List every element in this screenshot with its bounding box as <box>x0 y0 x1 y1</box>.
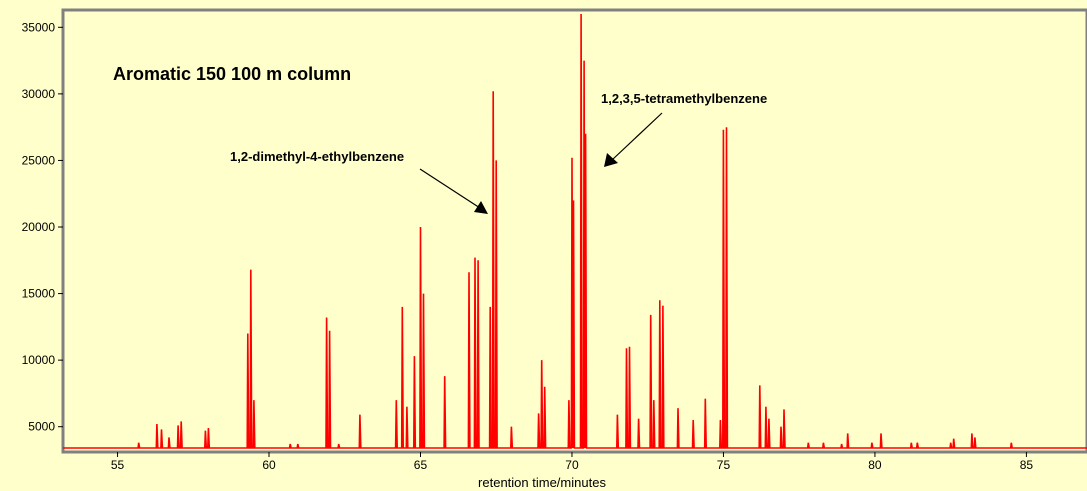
chart-title: Aromatic 150 100 m column <box>113 64 351 84</box>
plot-frame <box>61 8 1087 454</box>
x-tick-label: 70 <box>565 458 579 472</box>
x-tick-label: 80 <box>868 458 882 472</box>
chromatogram-trace-group <box>63 13 1087 449</box>
annotation-label-dimethylethylbenzene: 1,2-dimethyl-4-ethylbenzene <box>230 149 404 164</box>
y-tick-label: 30000 <box>22 87 56 101</box>
y-tick-label: 20000 <box>22 220 56 234</box>
chromatogram-trace <box>63 13 1087 449</box>
x-axis-title: retention time/minutes <box>478 475 606 490</box>
y-axis: 5000 10000 15000 20000 25000 30000 35000 <box>22 20 63 434</box>
y-tick-label: 35000 <box>22 20 56 34</box>
annotation-label-tetramethylbenzene: 1,2,3,5-tetramethylbenzene <box>601 91 767 106</box>
x-tick-label: 75 <box>717 458 731 472</box>
x-tick-label: 55 <box>111 458 125 472</box>
annotation-arrow-dimethylethylbenzene <box>419 168 488 214</box>
annotation-arrow-tetramethylbenzene <box>604 112 663 167</box>
x-tick-label: 85 <box>1020 458 1034 472</box>
x-tick-label: 65 <box>414 458 428 472</box>
y-tick-label: 25000 <box>22 153 56 167</box>
x-tick-label: 60 <box>262 458 276 472</box>
y-tick-label: 15000 <box>22 287 56 301</box>
y-tick-label: 5000 <box>28 420 55 434</box>
y-tick-label: 10000 <box>22 353 56 367</box>
x-axis: 55 60 65 70 75 80 85 <box>111 452 1034 472</box>
